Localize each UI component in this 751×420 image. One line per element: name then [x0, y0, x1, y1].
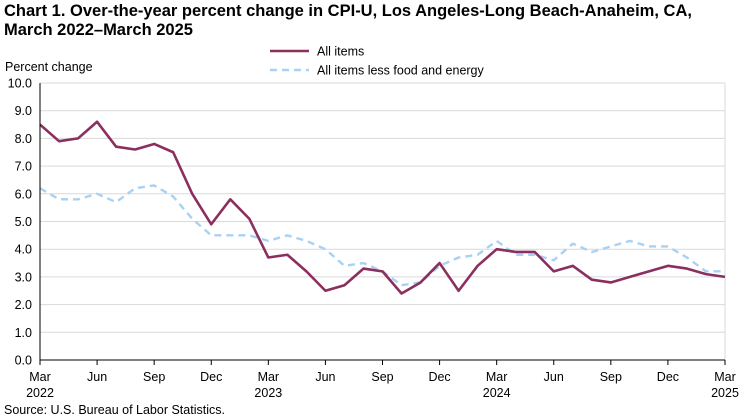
x-tick-label-year: 2025: [711, 386, 739, 400]
chart-title-line-2: March 2022–March 2025: [4, 21, 193, 39]
legend-label-core: All items less food and energy: [317, 64, 485, 78]
chart-title: Chart 1. Over-the-year percent change in…: [4, 2, 744, 40]
y-tick-label: 6.0: [15, 187, 32, 201]
series-line-all-items: [39, 120, 726, 295]
y-axis-label: Percent change: [5, 60, 93, 74]
x-tick-label-month: Mar: [714, 370, 736, 384]
x-tick-label-month: Mar: [29, 370, 51, 384]
x-tick-label-month: Dec: [428, 370, 450, 384]
y-tick-label: 0.0: [15, 354, 32, 368]
x-tick-label-month: Mar: [486, 370, 508, 384]
legend: All items All items less food and energy: [270, 45, 485, 78]
y-tick-label: 2.0: [15, 298, 32, 312]
legend-label-all-items: All items: [317, 45, 364, 59]
y-tick-label: 9.0: [15, 104, 32, 118]
x-tick-label-month: Sep: [143, 370, 165, 384]
gridlines: [40, 82, 726, 360]
y-tick-label: 7.0: [15, 160, 32, 174]
chart-title-line-1: Chart 1. Over-the-year percent change in…: [4, 2, 692, 20]
x-tick-label-month: Mar: [258, 370, 280, 384]
y-tick-label: 1.0: [15, 326, 32, 340]
x-tick-label-year: 2022: [26, 386, 54, 400]
y-tick-label: 5.0: [15, 215, 32, 229]
series-lines: [39, 120, 726, 295]
axes: 0.0 1.0 2.0 3.0 4.0 5.0 6.0 7.0 8.0 9.0 10.0 Mar 202…: [8, 77, 739, 401]
x-tick-label-year: 2023: [254, 386, 282, 400]
x-tick-label-month: Sep: [600, 370, 622, 384]
x-tick-label-month: Dec: [657, 370, 679, 384]
x-tick-label-month: Dec: [200, 370, 222, 384]
x-tick-label-month: Jun: [315, 370, 335, 384]
x-tick-label-year: 2024: [483, 386, 511, 400]
x-tick-label-month: Jun: [544, 370, 564, 384]
y-tick-label: 3.0: [15, 270, 32, 284]
y-tick-label: 10.0: [8, 77, 32, 91]
x-tick-label-month: Jun: [87, 370, 107, 384]
y-tick-label: 8.0: [15, 132, 32, 146]
source-note: Source: U.S. Bureau of Labor Statistics.: [4, 403, 225, 417]
y-tick-label: 4.0: [15, 243, 32, 257]
x-tick-label-month: Sep: [371, 370, 393, 384]
